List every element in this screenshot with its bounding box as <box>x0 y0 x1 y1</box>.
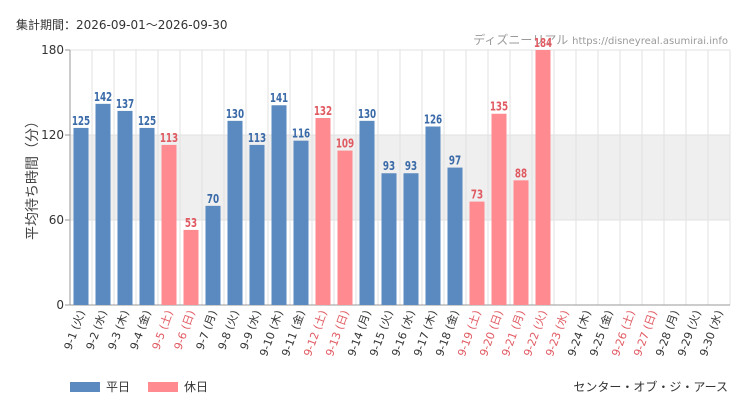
bar[interactable] <box>249 144 265 305</box>
bar[interactable] <box>227 120 243 305</box>
site-credit[interactable]: ディズニーリアル https://disneyreal.asumirai.inf… <box>473 31 728 48</box>
data-label: 132 <box>314 103 332 118</box>
bar[interactable] <box>73 127 89 306</box>
bar[interactable] <box>447 167 463 305</box>
grid-layer <box>69 49 731 306</box>
bar[interactable] <box>359 120 375 305</box>
data-label: 130 <box>358 106 377 121</box>
bar[interactable] <box>117 110 133 306</box>
attraction-name: センター・オブ・ジ・アース <box>573 380 728 394</box>
bar[interactable] <box>381 173 397 305</box>
data-label: 93 <box>383 159 395 174</box>
y-tick-label: 120 <box>41 128 64 142</box>
data-label: 126 <box>424 112 442 127</box>
data-label: 141 <box>270 91 288 106</box>
data-label: 73 <box>471 187 483 202</box>
data-label: 113 <box>248 130 266 145</box>
bar[interactable] <box>271 105 287 305</box>
bar[interactable] <box>315 118 331 305</box>
legend-swatch-weekday <box>70 381 100 392</box>
legend-item-holiday[interactable]: 休日 <box>148 378 208 395</box>
bar[interactable] <box>425 126 441 306</box>
bar[interactable] <box>513 180 529 305</box>
data-label: 113 <box>160 130 178 145</box>
bar[interactable] <box>535 50 551 305</box>
data-label: 137 <box>116 96 134 111</box>
bar[interactable] <box>95 103 111 305</box>
data-label: 116 <box>292 126 310 141</box>
data-label: 70 <box>207 191 220 206</box>
site-name: ディズニーリアル <box>473 33 569 47</box>
bar[interactable] <box>183 229 199 305</box>
bar[interactable] <box>491 113 507 305</box>
data-label: 125 <box>138 113 156 128</box>
site-url[interactable]: https://disneyreal.asumirai.info <box>572 36 728 47</box>
data-label: 97 <box>449 153 461 168</box>
bar[interactable] <box>293 140 309 305</box>
bar[interactable] <box>139 127 155 306</box>
bar[interactable] <box>403 173 419 305</box>
data-label: 142 <box>94 89 112 104</box>
y-axis-label: 平均待ち時間（分） <box>25 114 41 240</box>
data-label: 125 <box>72 113 90 128</box>
data-label: 109 <box>336 136 354 151</box>
collection-period: 集計期間：2026-09-01～2026-09-30 <box>16 18 228 32</box>
data-label: 135 <box>490 99 508 114</box>
bar-layer <box>73 50 551 306</box>
bar[interactable] <box>205 205 221 305</box>
data-label: 130 <box>226 106 245 121</box>
legend: 平日 休日 <box>70 378 208 395</box>
bar[interactable] <box>161 144 177 305</box>
legend-item-weekday[interactable]: 平日 <box>70 378 130 395</box>
bar[interactable] <box>469 201 485 305</box>
legend-label-weekday: 平日 <box>106 380 131 394</box>
y-tick-label: 0 <box>56 298 64 312</box>
data-label: 88 <box>515 166 527 181</box>
legend-label-holiday: 休日 <box>184 380 209 394</box>
data-label: 53 <box>185 215 197 230</box>
legend-swatch-holiday <box>148 381 179 392</box>
y-tick-label: 180 <box>41 43 64 57</box>
data-label: 184 <box>534 35 553 50</box>
y-tick-label: 60 <box>49 213 64 227</box>
data-label: 93 <box>405 159 417 174</box>
bar[interactable] <box>337 150 353 305</box>
